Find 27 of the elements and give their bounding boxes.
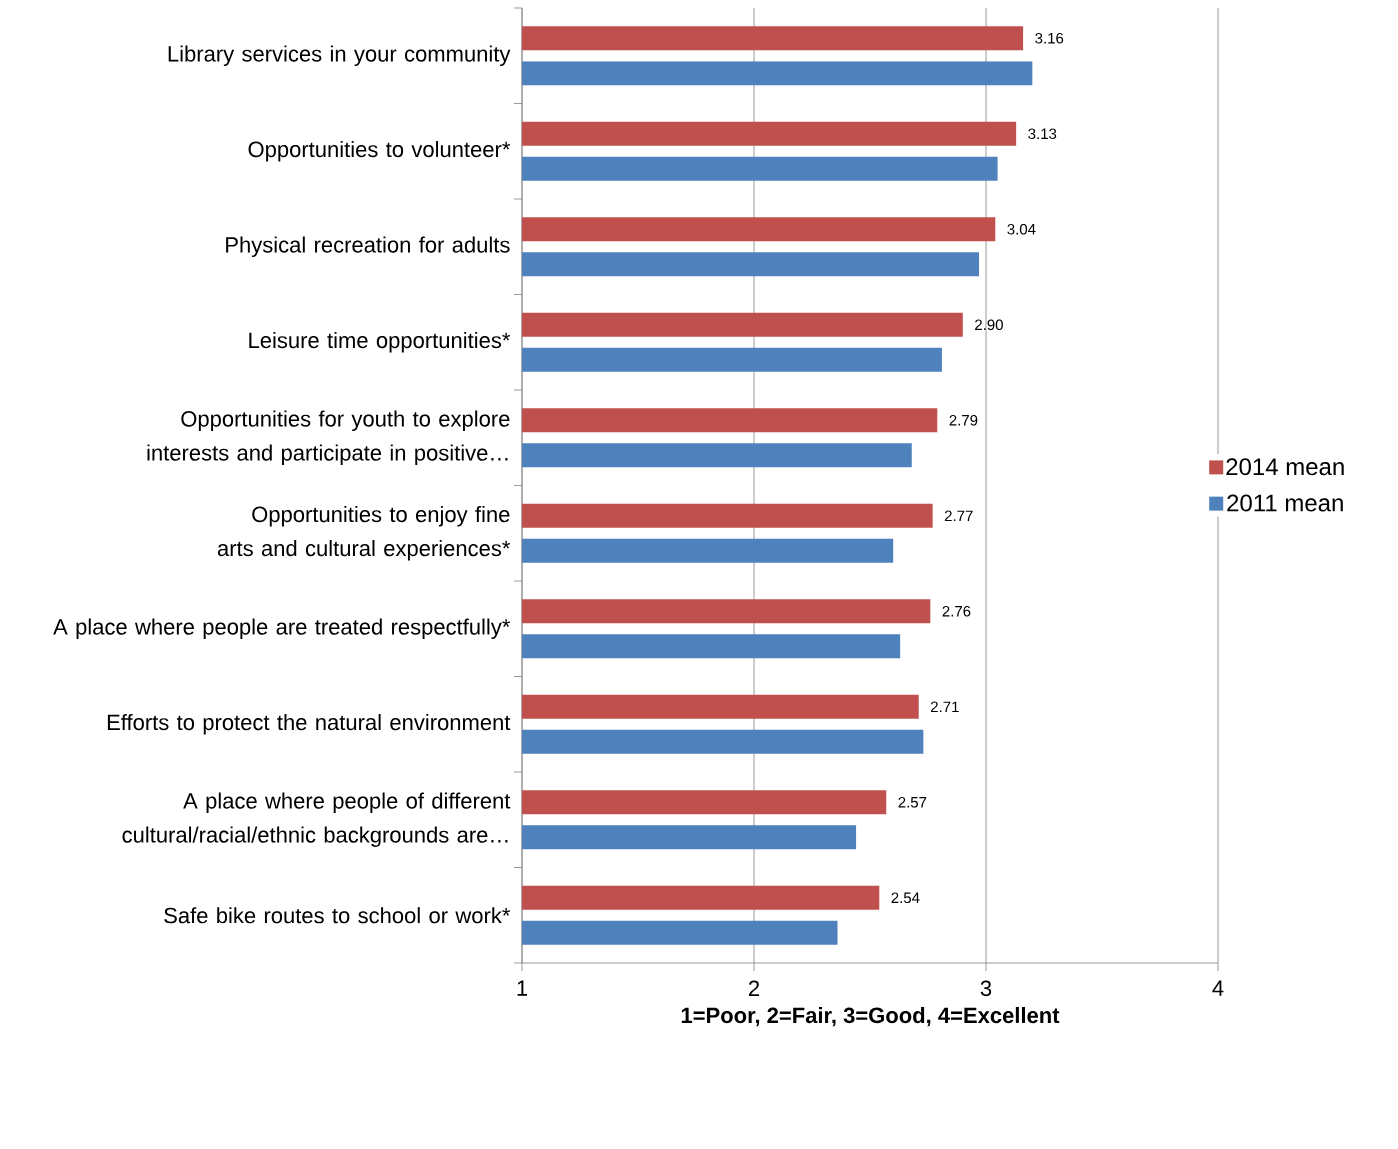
data-label: 3.04 [1007,223,1036,235]
y-tick-label: Efforts to protect the natural environment [107,714,511,735]
data-label: 3.13 [1028,128,1057,140]
data-label: 2.57 [898,796,927,808]
x-axis-title: 1=Poor, 2=Fair, 3=Good, 4=Excellent [681,1006,1060,1027]
x-tick-label: 4 [1212,980,1224,996]
data-label: 2.79 [949,414,978,426]
y-tick-label: A place where people of different cultural/racial/ethnic backgrounds are… [122,792,511,848]
data-label: 2.71 [931,701,959,712]
data-label: 2.76 [942,605,971,617]
y-tick-label: Opportunities for youth to explore interests and participate in positive… [147,410,510,466]
y-tick-label: Safe bike routes to school or work* [164,907,511,924]
data-label: 3.16 [1035,32,1064,44]
data-label: 2.54 [891,892,920,904]
data-label: 2.90 [975,319,1003,331]
x-tick-label: 3 [980,980,992,997]
y-tick-label: Leisure time opportunities* [249,331,511,353]
y-tick-label: A place where people are treated respectfully* [53,618,511,640]
y-tick-label: Library services in your community [168,45,511,66]
legend-label: 2011 mean [1227,494,1343,512]
legend-label: 2014 mean [1226,458,1344,476]
y-tick-label: Opportunities to volunteer* [248,140,511,162]
y-tick-label: Opportunities to enjoy fine arts and cultural experiences* [217,505,511,561]
x-tick-label: 1 [517,980,528,996]
x-tick-label: 2 [749,980,760,996]
data-label: 2.77 [944,510,973,521]
y-tick-label: Physical recreation for adults [226,236,510,257]
